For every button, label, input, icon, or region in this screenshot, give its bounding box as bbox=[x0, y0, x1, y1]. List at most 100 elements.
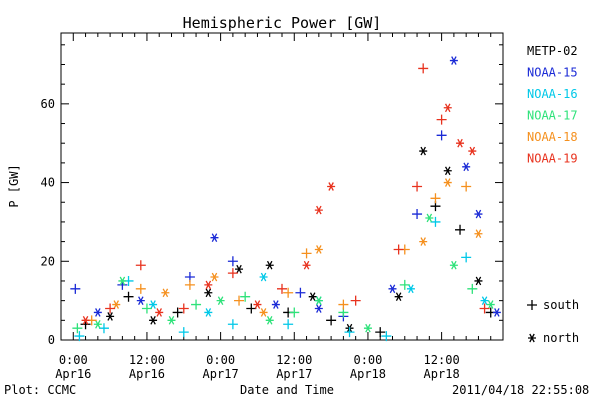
star-marker bbox=[394, 292, 403, 302]
plus-marker bbox=[178, 303, 189, 314]
star-marker bbox=[406, 284, 415, 294]
plus-marker bbox=[234, 295, 245, 306]
series-noaa-15 bbox=[70, 56, 501, 322]
star-marker bbox=[456, 138, 465, 148]
plus-marker bbox=[338, 299, 349, 310]
star-marker bbox=[449, 260, 458, 270]
y-tick-label: 20 bbox=[41, 254, 55, 268]
star-marker bbox=[327, 182, 336, 191]
series-noaa-16 bbox=[74, 216, 489, 342]
plus-marker bbox=[479, 303, 490, 314]
plus-marker bbox=[283, 319, 294, 330]
star-marker bbox=[308, 292, 317, 302]
plus-marker bbox=[436, 114, 447, 125]
x-tick-date: Apr18 bbox=[350, 367, 386, 381]
star-marker bbox=[462, 162, 471, 172]
star-marker bbox=[93, 308, 102, 317]
plus-marker bbox=[344, 327, 355, 338]
series-noaa-19 bbox=[81, 63, 490, 325]
star-marker bbox=[93, 319, 102, 329]
plus-marker bbox=[289, 307, 300, 318]
star-marker bbox=[106, 312, 115, 321]
star-marker bbox=[480, 296, 489, 305]
star-marker bbox=[363, 323, 372, 333]
marker-legend-label: north bbox=[543, 331, 579, 345]
marker-legend: south north bbox=[527, 298, 579, 345]
star-marker bbox=[468, 146, 477, 156]
star-marker bbox=[314, 304, 323, 313]
series-noaa-17 bbox=[72, 213, 495, 334]
plus-marker bbox=[381, 331, 392, 342]
star-marker bbox=[204, 308, 213, 317]
plus-marker bbox=[123, 291, 134, 302]
plus-marker bbox=[277, 283, 287, 294]
x-tick-label: 0:00 bbox=[59, 353, 88, 367]
star-marker bbox=[155, 308, 164, 317]
plus-marker bbox=[295, 287, 306, 298]
plus-marker bbox=[326, 315, 337, 326]
y-axis-label: P [GW] bbox=[7, 164, 21, 207]
plus-marker bbox=[455, 224, 466, 235]
plus-marker bbox=[375, 327, 386, 338]
star-marker bbox=[210, 233, 219, 242]
star-marker bbox=[204, 280, 213, 290]
plot-timestamp: 2011/04/18 22:55:08 bbox=[452, 383, 589, 397]
star-marker bbox=[265, 260, 274, 270]
plus-marker bbox=[72, 323, 83, 334]
star-marker bbox=[81, 316, 90, 325]
plus-marker bbox=[430, 193, 441, 204]
plus-marker bbox=[430, 216, 441, 227]
x-axis-label: Date and Time bbox=[240, 383, 334, 397]
plus-marker bbox=[467, 283, 478, 294]
star-marker bbox=[486, 300, 495, 309]
star-marker bbox=[216, 296, 225, 305]
star-marker bbox=[443, 166, 452, 176]
x-tick-date: Apr17 bbox=[203, 367, 239, 381]
x-tick-label: 12:00 bbox=[276, 353, 312, 367]
star-marker bbox=[259, 272, 268, 282]
star-marker bbox=[474, 229, 483, 239]
y-tick-label: 40 bbox=[41, 176, 55, 190]
legend-item: NOAA-15 bbox=[527, 66, 578, 80]
star-marker bbox=[265, 316, 274, 325]
star-marker bbox=[149, 316, 158, 325]
series-legend: METP-02 NOAA-15 NOAA-16 NOAA-17 NOAA-18 NOAA-… bbox=[527, 44, 578, 166]
star-marker bbox=[118, 276, 127, 286]
x-tick-date: Apr16 bbox=[129, 367, 165, 381]
plus-marker bbox=[70, 283, 81, 294]
star-marker bbox=[314, 296, 323, 305]
plus-marker bbox=[461, 252, 472, 263]
plus-marker bbox=[418, 63, 429, 74]
x-tick-label: 12:00 bbox=[424, 353, 460, 367]
star-marker bbox=[167, 316, 176, 325]
star-marker bbox=[235, 264, 244, 274]
plus-marker bbox=[461, 181, 472, 192]
marker-legend-item: south bbox=[527, 298, 579, 312]
star-marker bbox=[149, 300, 158, 309]
plus-marker bbox=[98, 323, 109, 334]
x-tick-label: 0:00 bbox=[206, 353, 235, 367]
plus-marker bbox=[393, 244, 404, 255]
plus-marker bbox=[301, 248, 312, 259]
star-marker bbox=[474, 276, 483, 286]
star-marker bbox=[449, 56, 458, 65]
marker-legend-label: south bbox=[543, 298, 579, 312]
plus-marker bbox=[227, 268, 238, 279]
star-marker bbox=[112, 300, 121, 309]
plus-marker bbox=[141, 303, 152, 314]
y-axis: 0 20 40 60 bbox=[41, 44, 503, 347]
star-marker bbox=[253, 300, 262, 309]
star-marker bbox=[259, 308, 268, 317]
star-marker bbox=[419, 237, 428, 246]
star-marker bbox=[302, 260, 311, 270]
plus-marker bbox=[227, 256, 238, 267]
plus-marker bbox=[135, 283, 146, 294]
x-tick-date: Apr17 bbox=[276, 367, 312, 381]
legend-item: METP-02 bbox=[527, 44, 578, 58]
plus-marker bbox=[184, 279, 195, 290]
legend-item: NOAA-17 bbox=[527, 109, 578, 123]
star-marker bbox=[474, 209, 483, 219]
star-marker bbox=[314, 205, 323, 215]
plus-marker bbox=[240, 291, 251, 302]
